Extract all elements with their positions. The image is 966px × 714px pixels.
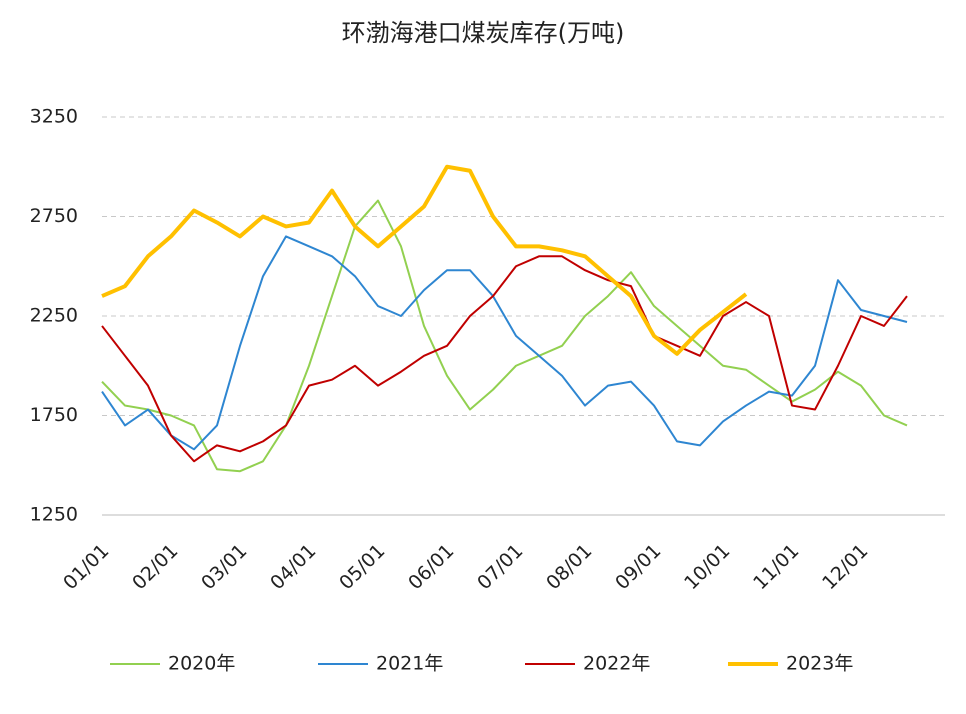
line-series [101, 255, 908, 463]
legend-label: 2023年 [786, 653, 853, 675]
x-tick-label: 02/01 [128, 540, 182, 594]
x-tick-label: 12/01 [818, 540, 872, 594]
x-tick-label: 03/01 [197, 540, 251, 594]
x-tick-label: 07/01 [473, 540, 527, 594]
x-tick-label: 11/01 [749, 540, 803, 594]
x-tick-label: 10/01 [680, 540, 734, 594]
legend-label: 2022年 [583, 653, 650, 675]
y-tick-label: 1250 [30, 504, 78, 526]
x-tick-label: 01/01 [59, 540, 113, 594]
legend-label: 2020年 [168, 653, 235, 675]
x-tick-label: 08/01 [542, 540, 596, 594]
x-tick-label: 04/01 [266, 540, 320, 594]
chart-title: 环渤海港口煤炭库存(万吨) [342, 19, 625, 47]
x-tick-label: 09/01 [611, 540, 665, 594]
x-tick-label: 06/01 [404, 540, 458, 594]
line-series [101, 235, 908, 451]
legend-label: 2021年 [376, 653, 443, 675]
line-series [101, 199, 908, 473]
y-tick-label: 2750 [30, 205, 78, 227]
y-tick-label: 3250 [30, 106, 78, 128]
x-tick-label: 05/01 [335, 540, 389, 594]
line-series [101, 164, 748, 356]
y-tick-label: 2250 [30, 305, 78, 327]
y-tick-label: 1750 [30, 404, 78, 426]
